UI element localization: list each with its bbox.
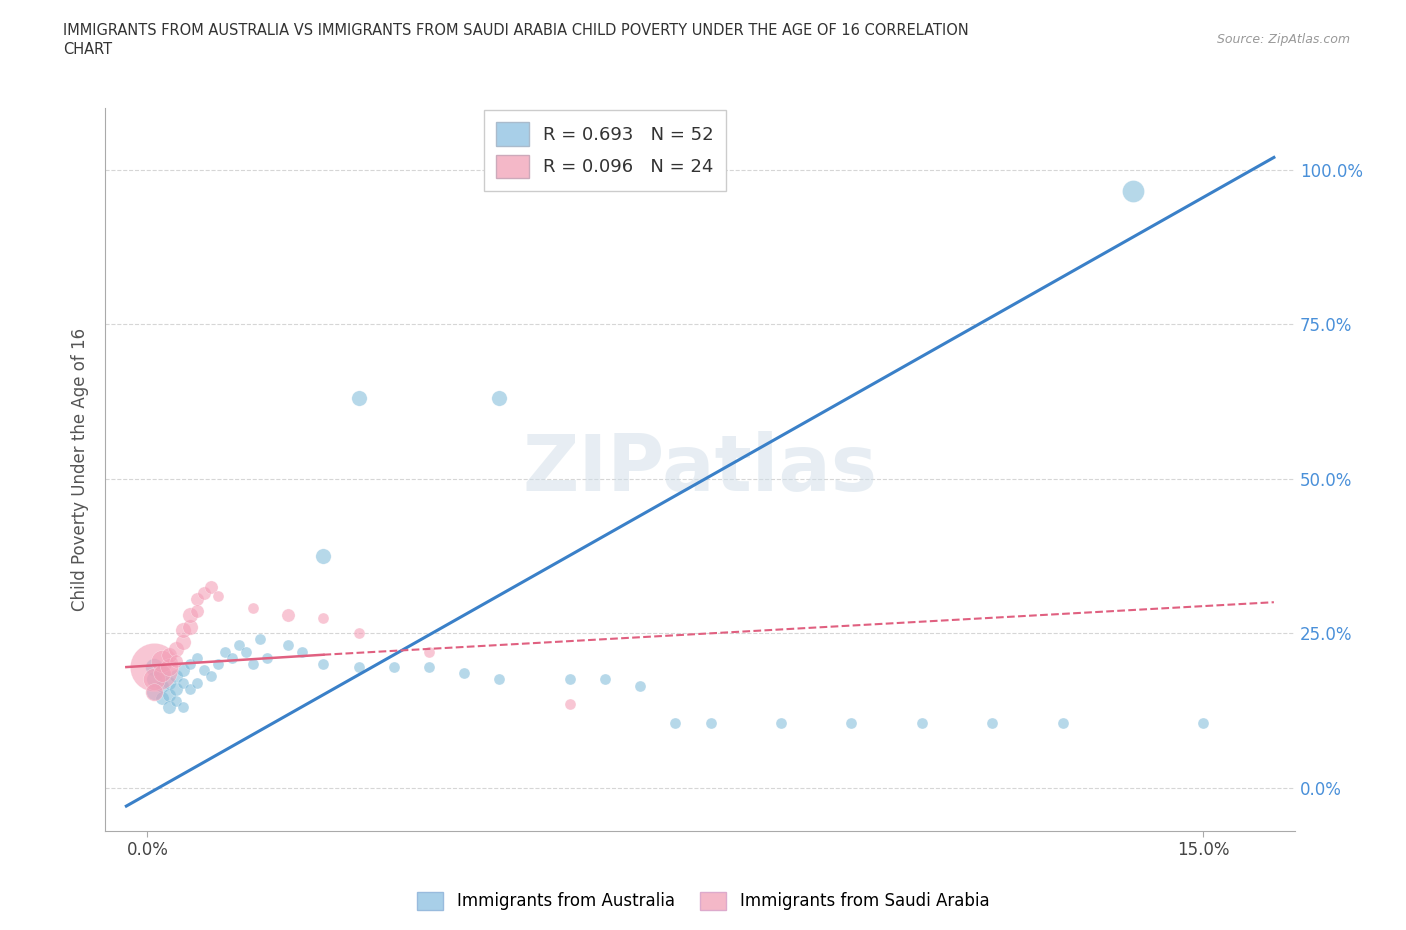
- Point: [628, 678, 651, 693]
- Text: CHART: CHART: [63, 42, 112, 57]
- Point: [1122, 184, 1144, 199]
- Point: [165, 694, 187, 709]
- Point: [1192, 715, 1215, 730]
- Point: [291, 644, 314, 659]
- Point: [165, 669, 187, 684]
- Point: [179, 619, 201, 634]
- Legend: R = 0.693   N = 52, R = 0.096   N = 24: R = 0.693 N = 52, R = 0.096 N = 24: [484, 110, 727, 191]
- Point: [770, 715, 793, 730]
- Point: [186, 591, 208, 606]
- Legend: Immigrants from Australia, Immigrants from Saudi Arabia: Immigrants from Australia, Immigrants fr…: [411, 885, 995, 917]
- Point: [165, 641, 187, 656]
- Point: [143, 659, 166, 674]
- Point: [488, 391, 510, 405]
- Point: [347, 659, 370, 674]
- Point: [228, 638, 250, 653]
- Point: [165, 654, 187, 669]
- Point: [981, 715, 1004, 730]
- Point: [277, 638, 299, 653]
- Point: [249, 631, 271, 646]
- Point: [558, 672, 581, 687]
- Point: [382, 659, 405, 674]
- Point: [593, 672, 616, 687]
- Point: [143, 684, 166, 699]
- Point: [312, 657, 335, 671]
- Point: [157, 699, 180, 714]
- Point: [186, 604, 208, 619]
- Point: [157, 687, 180, 702]
- Point: [214, 644, 236, 659]
- Text: ZIPatlas: ZIPatlas: [523, 432, 877, 508]
- Point: [150, 690, 173, 705]
- Point: [312, 549, 335, 564]
- Point: [179, 607, 201, 622]
- Point: [186, 650, 208, 665]
- Point: [221, 650, 243, 665]
- Point: [157, 647, 180, 662]
- Point: [172, 663, 194, 678]
- Point: [172, 675, 194, 690]
- Point: [841, 715, 863, 730]
- Point: [418, 644, 440, 659]
- Point: [911, 715, 934, 730]
- Point: [277, 607, 299, 622]
- Point: [699, 715, 721, 730]
- Point: [200, 579, 222, 594]
- Point: [150, 654, 173, 669]
- Point: [242, 601, 264, 616]
- Point: [186, 675, 208, 690]
- Point: [150, 678, 173, 693]
- Point: [143, 672, 166, 687]
- Y-axis label: Child Poverty Under the Age of 16: Child Poverty Under the Age of 16: [72, 328, 89, 611]
- Point: [207, 657, 229, 671]
- Point: [347, 391, 370, 405]
- Point: [558, 697, 581, 711]
- Point: [312, 610, 335, 625]
- Point: [150, 666, 173, 681]
- Point: [172, 699, 194, 714]
- Point: [143, 659, 166, 674]
- Point: [242, 657, 264, 671]
- Point: [664, 715, 686, 730]
- Point: [200, 669, 222, 684]
- Point: [143, 672, 166, 687]
- Point: [172, 635, 194, 650]
- Point: [157, 675, 180, 690]
- Point: [235, 644, 257, 659]
- Point: [143, 684, 166, 699]
- Point: [418, 659, 440, 674]
- Point: [347, 626, 370, 641]
- Point: [453, 666, 475, 681]
- Point: [165, 682, 187, 697]
- Point: [207, 589, 229, 604]
- Point: [193, 586, 215, 601]
- Text: Source: ZipAtlas.com: Source: ZipAtlas.com: [1216, 33, 1350, 46]
- Point: [150, 666, 173, 681]
- Point: [157, 659, 180, 674]
- Point: [256, 650, 278, 665]
- Point: [193, 663, 215, 678]
- Point: [179, 657, 201, 671]
- Point: [172, 622, 194, 637]
- Text: IMMIGRANTS FROM AUSTRALIA VS IMMIGRANTS FROM SAUDI ARABIA CHILD POVERTY UNDER TH: IMMIGRANTS FROM AUSTRALIA VS IMMIGRANTS …: [63, 23, 969, 38]
- Point: [179, 682, 201, 697]
- Point: [1052, 715, 1074, 730]
- Point: [488, 672, 510, 687]
